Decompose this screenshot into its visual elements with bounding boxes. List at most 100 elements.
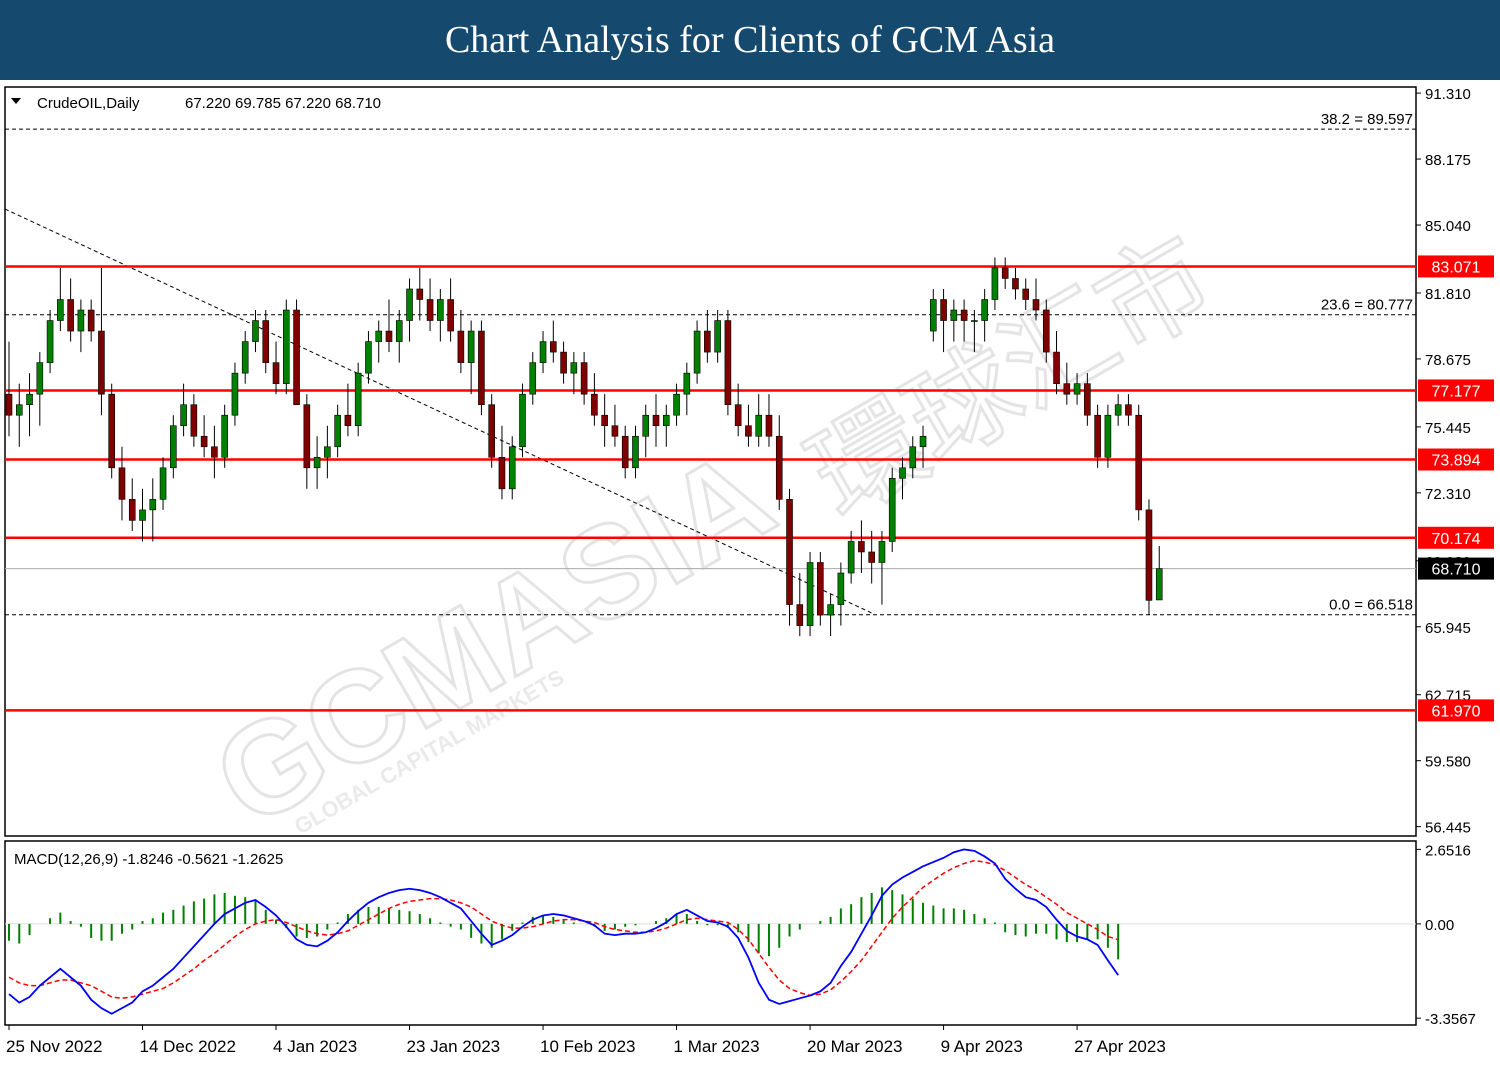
candle <box>704 310 711 363</box>
candle-body <box>365 341 372 374</box>
candle-body <box>77 309 85 332</box>
candle <box>1145 499 1153 616</box>
macd-line <box>8 848 1119 1015</box>
candle-body <box>652 414 660 427</box>
candle <box>385 299 393 353</box>
candle-body <box>693 330 701 374</box>
candle-body <box>272 362 280 384</box>
candle-body <box>508 446 516 490</box>
candle-body <box>262 320 270 363</box>
candle-body <box>580 362 588 395</box>
candle-body <box>1084 383 1091 416</box>
candle <box>745 404 752 447</box>
symbol-dropdown-icon[interactable] <box>11 98 21 104</box>
candle <box>621 425 629 479</box>
candle-body <box>334 414 341 448</box>
level-tag-label: 83.071 <box>1432 259 1481 276</box>
candle <box>457 310 465 374</box>
candle-body <box>426 299 434 321</box>
level-tag: 83.071 <box>1418 255 1494 278</box>
macd-y-tick-label: -3.3567 <box>1425 1011 1476 1028</box>
candle <box>529 352 537 405</box>
candle-body <box>745 425 752 437</box>
candle-body <box>611 425 619 437</box>
candle <box>282 299 290 395</box>
levels-layer: 38.2 = 89.597 23.6 = 80.777 0.0 = 66.518 <box>4 111 1416 712</box>
candle <box>888 467 896 552</box>
candle <box>662 404 670 447</box>
candle-body <box>950 309 958 321</box>
candle-body <box>981 299 988 321</box>
candle <box>570 352 578 395</box>
candle <box>981 288 988 342</box>
current-price-tag: 68.710 <box>1418 557 1494 580</box>
x-tick-label: 27 Apr 2023 <box>1074 1037 1166 1056</box>
candle <box>416 267 424 321</box>
candle-body <box>46 320 54 363</box>
level-tag-label: 61.970 <box>1432 703 1481 720</box>
candle-body <box>734 404 742 427</box>
candle <box>395 310 403 363</box>
macd-y-tick-label: 0.00 <box>1425 917 1454 934</box>
candle-body <box>15 404 23 416</box>
candle-body <box>108 393 115 469</box>
macd-panel <box>4 840 1417 1026</box>
candle-body <box>991 267 999 300</box>
candle <box>817 551 824 626</box>
y-tick-label: 85.040 <box>1425 218 1471 235</box>
candle-body <box>221 414 228 458</box>
candle <box>313 436 321 489</box>
candle-body <box>550 341 557 353</box>
candle-body <box>827 604 834 616</box>
candle <box>591 373 598 426</box>
candle-body <box>170 425 177 469</box>
candle-body <box>1032 299 1040 311</box>
candle-body <box>714 320 721 353</box>
candle <box>868 530 875 584</box>
candle <box>724 310 732 416</box>
candle-body <box>457 330 465 363</box>
candle-body <box>837 572 845 605</box>
candle <box>837 562 845 626</box>
level-tag-label: 73.894 <box>1432 453 1481 470</box>
candle-body <box>570 362 578 374</box>
candle <box>26 373 33 437</box>
candle-body <box>375 330 383 342</box>
y-tick-label: 91.310 <box>1425 86 1471 103</box>
candle-body <box>488 404 495 458</box>
candle <box>354 362 362 437</box>
candle-body <box>1155 568 1163 601</box>
candle-body <box>971 320 978 322</box>
candle-body <box>919 435 927 448</box>
candle <box>642 404 650 458</box>
candle-body <box>806 562 814 626</box>
candle-body <box>560 351 567 374</box>
candle <box>755 394 763 447</box>
candle-body <box>662 414 670 427</box>
level-tag: 73.894 <box>1418 448 1494 471</box>
candle-body <box>139 509 146 521</box>
candle-body <box>960 309 968 321</box>
candle-body <box>775 435 783 500</box>
candle <box>683 362 691 416</box>
level-tag-box <box>1418 255 1494 278</box>
candle-body <box>241 341 249 374</box>
candle-body <box>858 541 865 553</box>
candle-body <box>354 372 362 427</box>
candle-body <box>447 299 454 332</box>
candle <box>447 278 454 342</box>
candle <box>550 320 557 363</box>
candle-body <box>437 299 444 321</box>
candle <box>36 352 44 426</box>
candle <box>324 425 331 479</box>
candle <box>878 530 886 605</box>
level-tag-box <box>1418 526 1494 549</box>
x-tick-label: 10 Feb 2023 <box>540 1037 635 1056</box>
candle <box>231 362 239 426</box>
candle <box>775 415 783 510</box>
candle <box>365 331 372 384</box>
candle <box>847 530 855 584</box>
x-tick-label: 14 Dec 2022 <box>140 1037 236 1056</box>
candle <box>149 478 157 542</box>
y-tick-label: 72.310 <box>1425 486 1471 503</box>
